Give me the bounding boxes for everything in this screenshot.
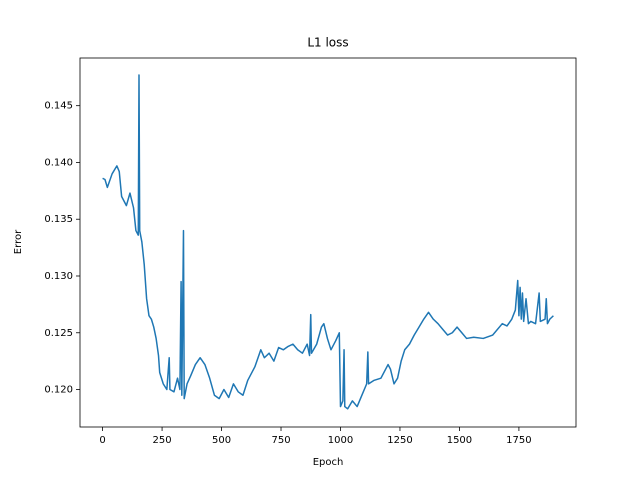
y-tick-label: 0.135	[44, 214, 73, 225]
x-tick-label: 750	[271, 435, 290, 446]
y-tick-label: 0.130	[44, 271, 73, 282]
chart-title: L1 loss	[307, 36, 348, 50]
y-axis-label: Error	[13, 229, 24, 254]
x-tick-label: 1500	[447, 435, 472, 446]
x-tick-label: 250	[153, 435, 172, 446]
x-tick-label: 500	[212, 435, 231, 446]
x-axis-label: Epoch	[313, 457, 344, 468]
x-tick-label: 1250	[387, 435, 412, 446]
y-tick-label: 0.120	[44, 385, 73, 396]
y-tick-label: 0.140	[44, 157, 73, 168]
x-tick-label: 1000	[328, 435, 353, 446]
x-tick-label: 0	[99, 435, 105, 446]
y-tick-label: 0.125	[44, 328, 73, 339]
plot-frame	[79, 57, 577, 428]
data-line	[102, 74, 554, 410]
x-tick-label: 1750	[506, 435, 531, 446]
y-tick-label: 0.145	[44, 101, 73, 112]
